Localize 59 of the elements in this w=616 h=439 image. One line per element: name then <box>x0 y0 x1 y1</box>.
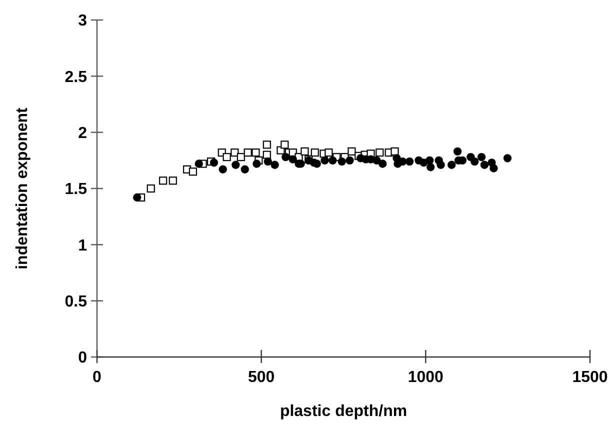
y-tick-label: 2.5 <box>64 68 88 86</box>
point <box>232 160 240 170</box>
point <box>426 156 434 165</box>
point <box>240 165 249 174</box>
point <box>168 176 177 185</box>
point <box>378 160 387 168</box>
point <box>188 168 198 176</box>
point <box>490 164 498 172</box>
y-tick-label: 0.5 <box>64 293 88 310</box>
y-tick-label: 2 <box>78 124 88 142</box>
point <box>300 147 309 156</box>
point <box>132 193 142 202</box>
point <box>480 160 489 170</box>
point <box>312 160 321 168</box>
point <box>372 156 381 165</box>
point <box>346 156 354 165</box>
point <box>252 148 260 157</box>
point <box>470 157 479 166</box>
point <box>320 156 329 165</box>
point <box>448 160 456 170</box>
x-tick-label: 500 <box>248 369 275 386</box>
point <box>262 140 271 149</box>
y-tick-label: 0 <box>78 350 88 367</box>
point <box>453 147 462 156</box>
x-tick-label: 1000 <box>408 369 444 386</box>
point <box>222 152 231 162</box>
point <box>288 155 297 164</box>
point <box>280 140 289 149</box>
y-tick-label: 1.5 <box>64 181 88 198</box>
point <box>436 160 445 170</box>
x-tick-label: 1500 <box>572 369 608 386</box>
point <box>405 157 414 166</box>
point <box>236 152 246 162</box>
point <box>270 160 279 170</box>
y-tick-label: 3 <box>78 12 88 30</box>
point <box>503 154 512 162</box>
point <box>328 156 337 165</box>
point <box>159 176 168 185</box>
point <box>146 184 155 193</box>
point <box>282 152 290 162</box>
point <box>477 152 486 162</box>
point <box>310 148 319 157</box>
point <box>426 163 435 172</box>
x-tick-label: 0 <box>92 369 102 386</box>
point <box>218 165 227 174</box>
point <box>264 157 272 166</box>
x-axis-title: plastic depth/nm <box>280 403 408 420</box>
point <box>230 148 239 157</box>
point <box>376 148 384 157</box>
point <box>348 147 356 156</box>
y-tick-label: 1 <box>78 237 88 254</box>
point <box>324 148 333 157</box>
y-axis-title: indentation exponent <box>14 106 31 270</box>
point <box>252 160 261 168</box>
point <box>244 148 252 157</box>
point <box>390 147 399 156</box>
point <box>194 160 203 168</box>
point <box>338 157 346 166</box>
point <box>210 158 218 167</box>
